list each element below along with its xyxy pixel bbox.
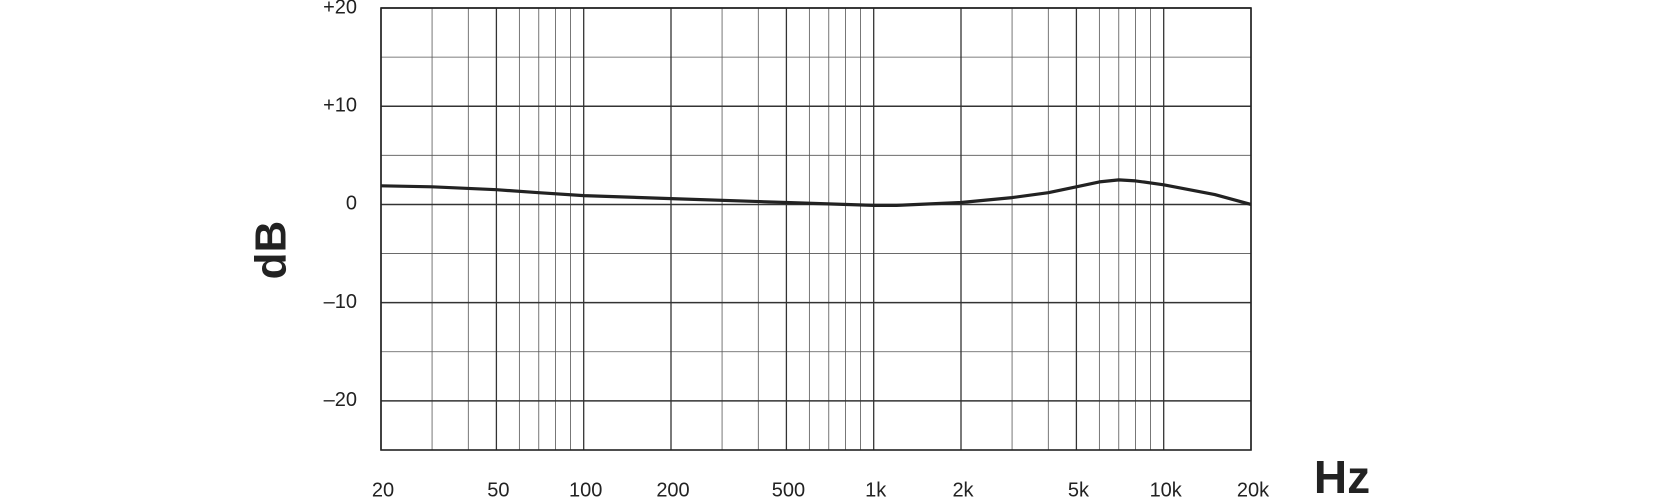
x-tick-label: 20k (1237, 479, 1270, 500)
x-tick-label: 5k (1068, 479, 1090, 500)
x-tick-label: 50 (487, 479, 509, 500)
response-curve (380, 178, 1252, 207)
x-tick-label: 2k (952, 479, 974, 500)
x-tick-label: 200 (656, 479, 689, 500)
x-axis-label: Hz (1314, 451, 1370, 500)
y-tick-label: +20 (323, 0, 357, 18)
x-tick-label: 10k (1150, 479, 1183, 500)
y-tick-label: –10 (324, 291, 357, 313)
y-tick-label: +10 (323, 95, 357, 117)
x-tick-label: 100 (569, 479, 602, 500)
plot-frame (380, 7, 1252, 451)
y-axis-label: dB (247, 221, 296, 280)
x-tick-label: 500 (772, 479, 805, 500)
y-tick-label: 0 (346, 193, 357, 215)
x-tick-label: 20 (372, 479, 394, 500)
y-tick-label: –20 (324, 389, 357, 411)
x-tick-label: 1k (865, 479, 887, 500)
